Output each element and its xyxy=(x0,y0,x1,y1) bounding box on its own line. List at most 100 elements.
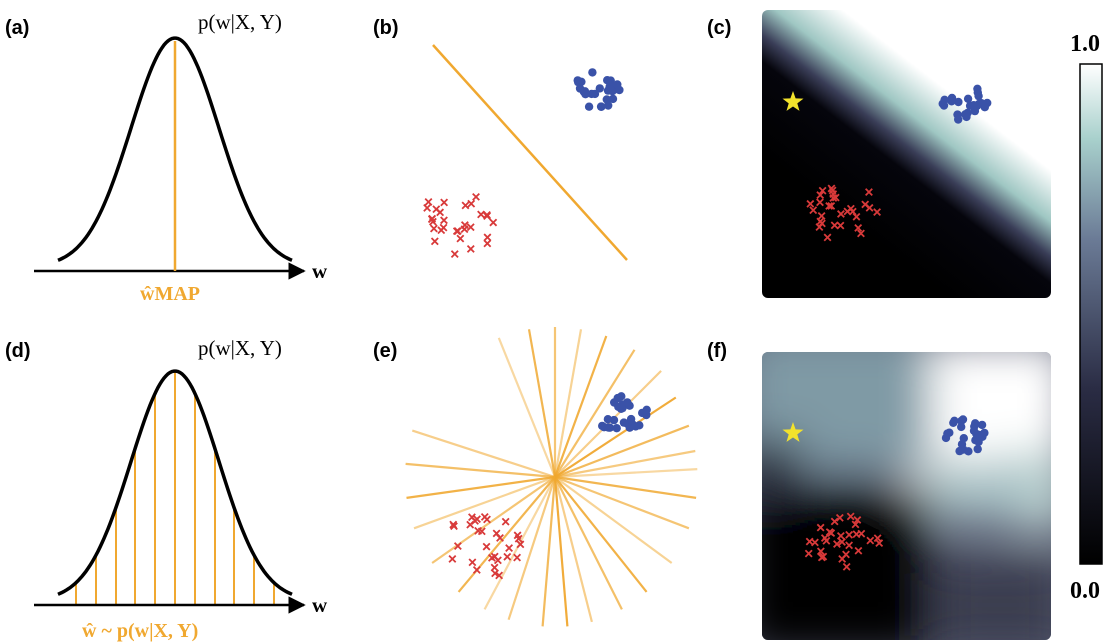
red-cross-icon xyxy=(819,552,828,561)
red-class-cluster-c xyxy=(806,184,882,242)
sampled-boundary-line xyxy=(406,475,556,499)
panel-f: (f) xyxy=(707,340,1051,640)
sampled-boundary-line xyxy=(554,349,636,478)
red-cross-icon xyxy=(477,527,486,536)
colorbar-max-label: 1.0 xyxy=(1070,31,1100,57)
red-cross-icon xyxy=(818,186,827,195)
blue-dot-icon xyxy=(608,94,618,104)
red-cross-icon xyxy=(820,534,829,542)
star-icon xyxy=(782,422,804,442)
red-cross-icon xyxy=(838,538,846,546)
w-axis-label-d: w xyxy=(312,593,328,617)
red-cross-icon xyxy=(854,223,863,232)
blue-dot-icon xyxy=(588,68,597,77)
blue-dot-icon xyxy=(581,90,590,99)
red-cross-icon xyxy=(816,217,825,226)
sampled-boundary-line xyxy=(411,429,556,479)
sampled-boundary-line xyxy=(554,475,690,530)
red-cross-icon xyxy=(817,211,826,220)
sampled-boundary-line xyxy=(554,476,623,610)
red-cross-icon xyxy=(439,223,448,232)
red-cross-icon xyxy=(865,188,873,196)
posterior-curve-d xyxy=(57,369,293,596)
colorbar: 1.0 0.0 xyxy=(1070,31,1103,604)
sampled-boundary-line xyxy=(554,468,698,479)
panel-label-b: (b) xyxy=(373,17,399,39)
red-cross-icon xyxy=(816,198,824,207)
panel-label-c: (c) xyxy=(707,17,731,39)
red-cross-icon xyxy=(831,193,840,202)
red-cross-icon xyxy=(835,513,844,522)
red-cross-icon xyxy=(466,520,475,529)
blue-dot-icon xyxy=(623,398,632,407)
red-cross-icon xyxy=(833,540,841,548)
red-cross-icon xyxy=(453,542,462,551)
red-cross-icon xyxy=(827,202,836,210)
red-cross-icon xyxy=(450,250,459,258)
blue-class-cluster-b xyxy=(573,68,624,112)
red-cross-icon xyxy=(466,244,475,253)
red-cross-icon xyxy=(816,547,825,556)
red-cross-icon xyxy=(436,208,445,217)
blue-dot-icon xyxy=(957,422,966,432)
red-cross-icon xyxy=(804,549,813,558)
blue-class-cluster-f xyxy=(941,415,989,456)
blue-dot-icon xyxy=(965,101,975,110)
red-cross-icon xyxy=(810,538,819,547)
sampled-boundary-line xyxy=(553,335,608,478)
red-cross-icon xyxy=(468,513,476,522)
red-cross-icon xyxy=(830,517,839,526)
map-estimate-label: ŵMAP xyxy=(140,283,200,305)
sampled-boundary-line xyxy=(497,337,557,478)
sampled-boundary-line xyxy=(541,476,557,627)
red-cross-icon xyxy=(861,200,870,209)
panel-d: (d) p(w|X, Y) w ŵ ~ p(w|X, Y) xyxy=(5,336,328,642)
red-cross-icon xyxy=(450,522,458,531)
red-cross-icon xyxy=(873,534,882,543)
red-cross-icon xyxy=(854,546,863,555)
red-cross-icon xyxy=(461,201,470,210)
red-cross-icon xyxy=(473,515,481,524)
sampled-boundary-line xyxy=(413,475,556,530)
sampled-boundary-line xyxy=(405,462,556,479)
sampled-boundary-line xyxy=(554,476,648,593)
red-cross-icon xyxy=(487,553,496,562)
panel-label-a: (a) xyxy=(5,17,29,39)
blue-dot-icon xyxy=(605,423,615,432)
sampled-boundary-line xyxy=(507,476,557,621)
blue-dot-icon xyxy=(949,418,958,427)
red-cross-icon xyxy=(852,212,861,221)
predictive-heatmap-f xyxy=(762,352,1051,640)
red-cross-icon xyxy=(825,202,834,210)
blue-dot-icon xyxy=(609,415,619,425)
red-cross-icon xyxy=(816,523,825,532)
red-cross-icon xyxy=(480,513,489,521)
blue-dot-icon xyxy=(963,94,973,104)
red-cross-icon xyxy=(460,225,469,234)
red-cross-icon xyxy=(809,206,818,215)
red-cross-icon xyxy=(513,553,522,562)
red-cross-icon xyxy=(493,556,502,565)
red-cross-icon xyxy=(503,552,512,561)
red-cross-icon xyxy=(846,204,855,213)
red-cross-icon xyxy=(468,558,477,567)
blue-dot-icon xyxy=(977,420,987,430)
sampled-boundary-line xyxy=(554,449,696,479)
blue-dot-icon xyxy=(638,408,647,418)
w-axis-label-a: w xyxy=(312,259,328,283)
blue-dot-icon xyxy=(973,444,982,454)
star-icon xyxy=(782,91,804,111)
blue-dot-icon xyxy=(980,428,989,438)
red-cross-icon xyxy=(456,234,465,243)
blue-dot-icon xyxy=(974,437,983,447)
blue-dot-icon xyxy=(941,433,951,443)
posterior-label-d: p(w|X, Y) xyxy=(198,336,282,360)
blue-dot-icon xyxy=(974,99,984,109)
blue-dot-icon xyxy=(626,414,636,424)
red-cross-icon xyxy=(483,239,492,248)
blue-dot-icon xyxy=(595,84,604,93)
red-cross-icon xyxy=(496,533,504,542)
blue-dot-icon xyxy=(955,446,964,456)
blue-dot-icon xyxy=(961,110,970,119)
